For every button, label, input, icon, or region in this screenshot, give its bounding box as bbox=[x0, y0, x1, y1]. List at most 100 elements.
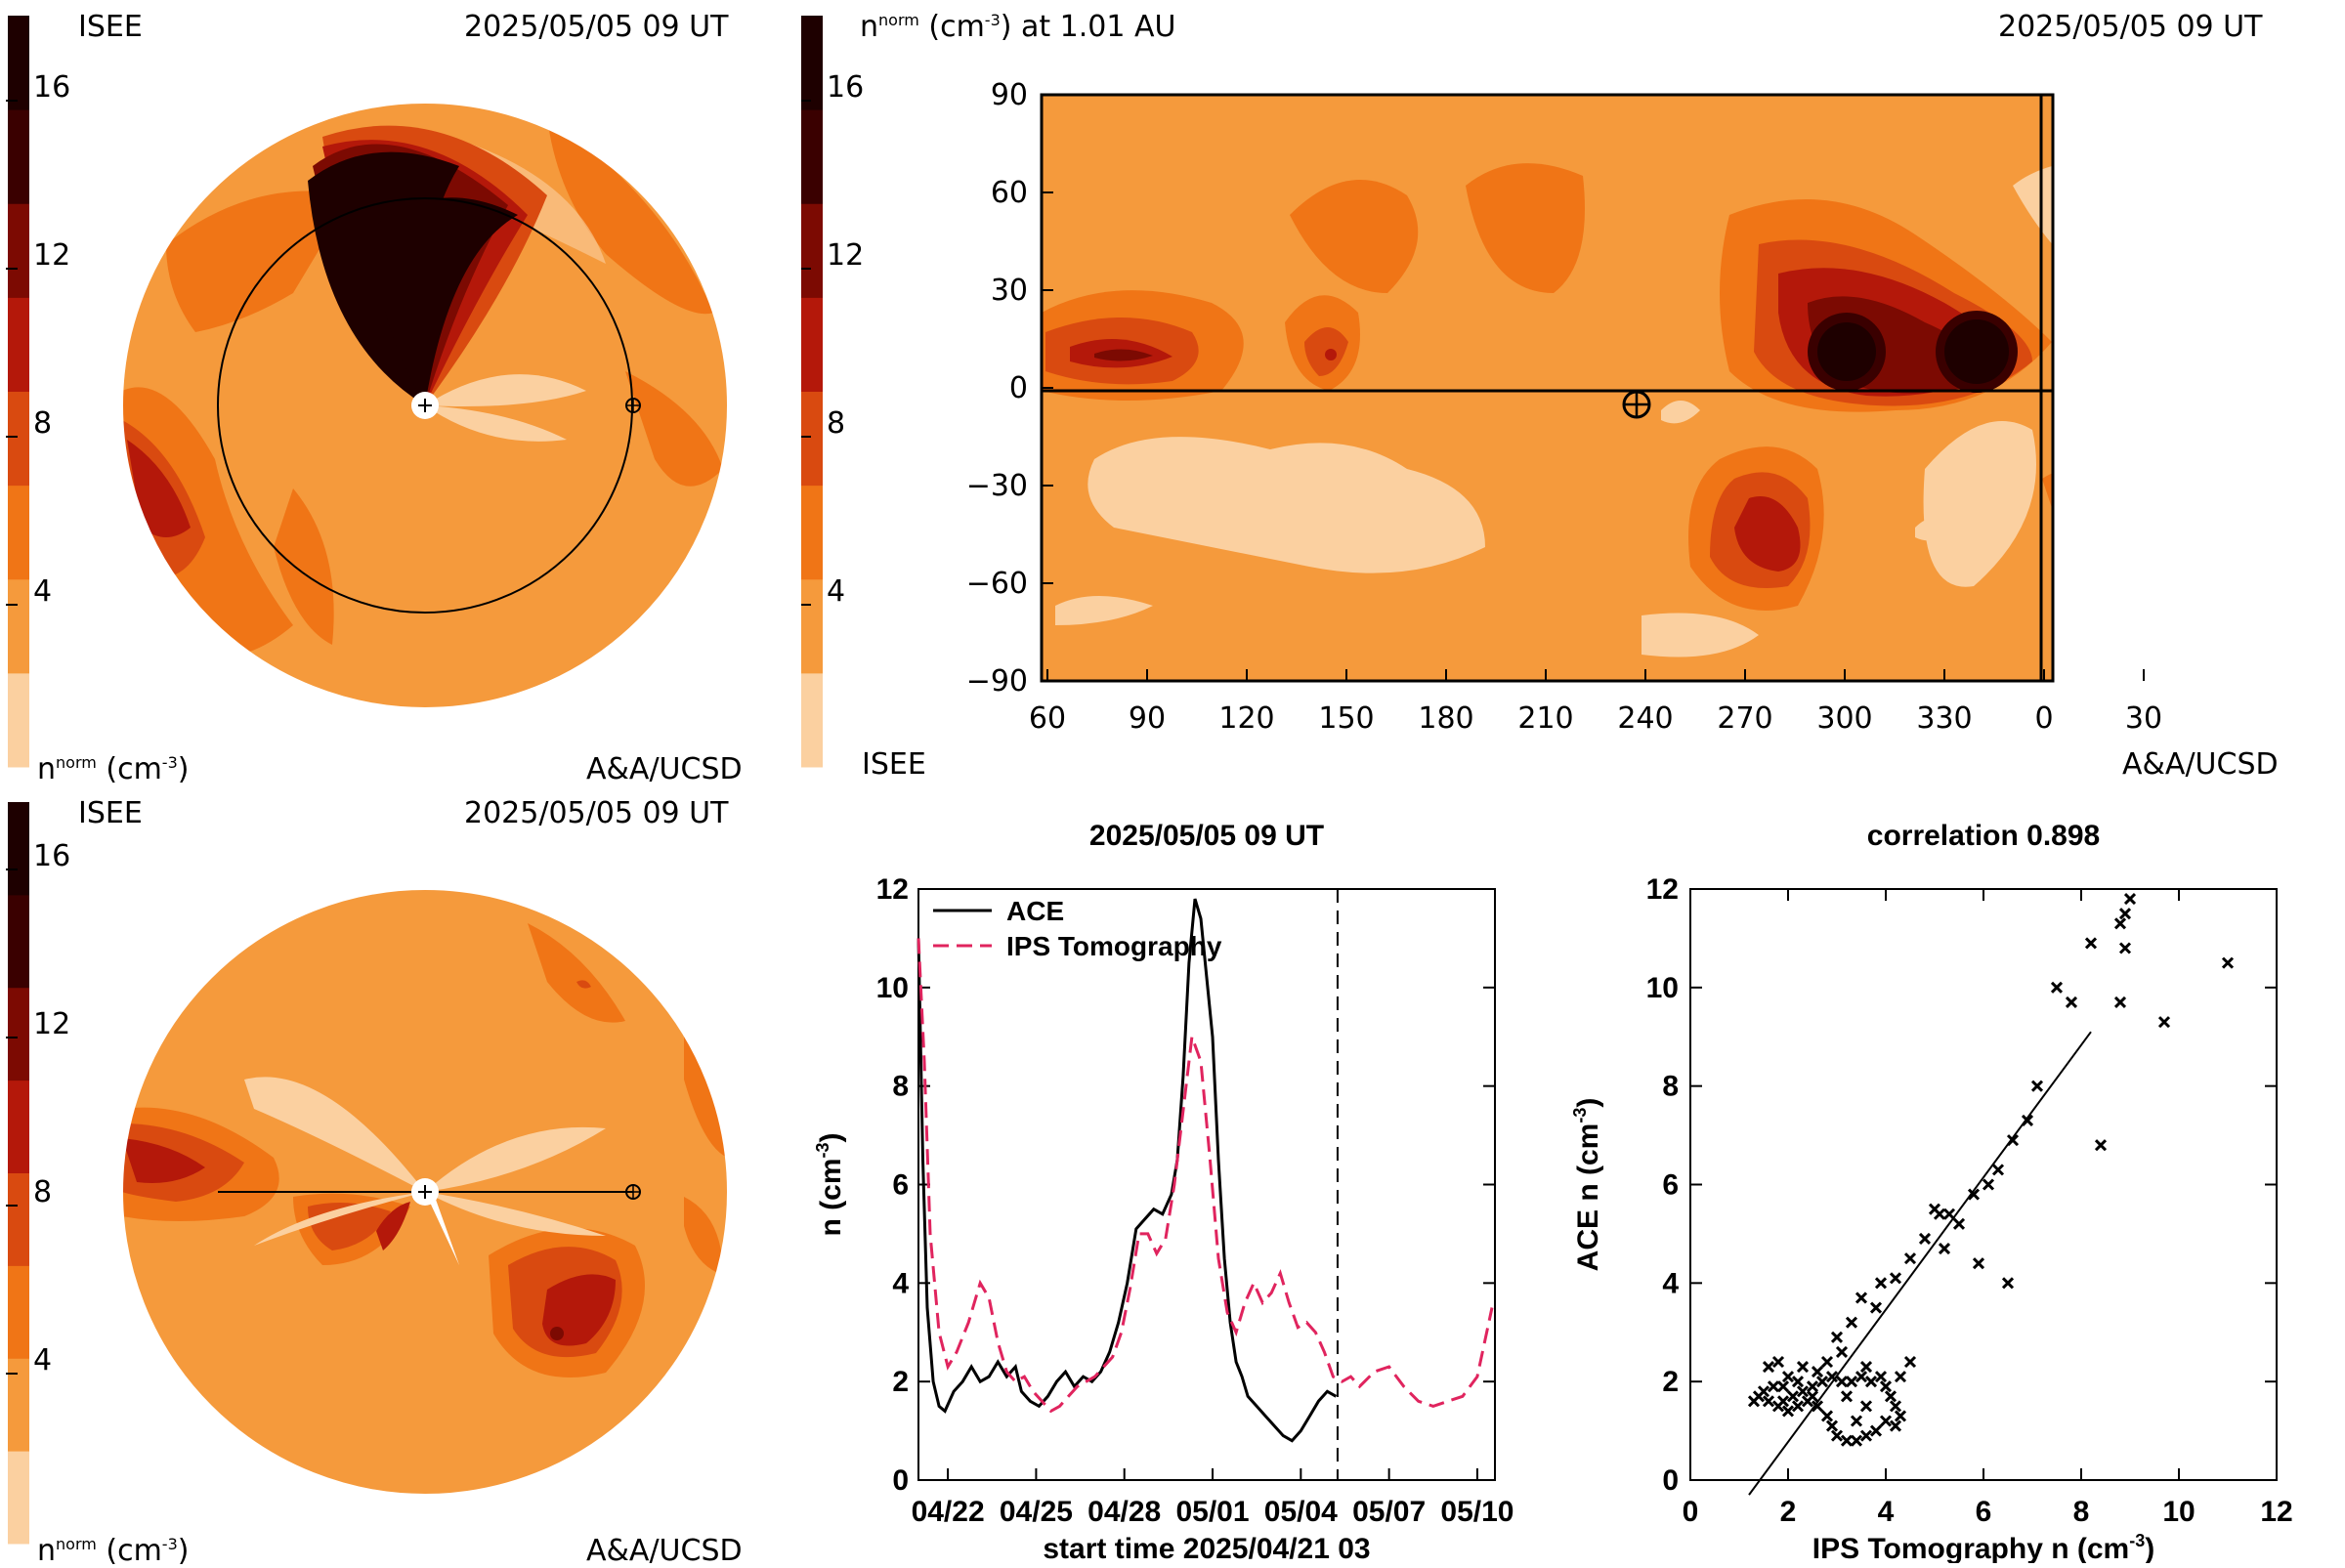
map-y-tick-label: 0 bbox=[1009, 371, 1028, 405]
scatter-x-tick-label: 6 bbox=[1976, 1496, 1992, 1528]
scatter-point bbox=[1825, 1420, 1839, 1432]
scatter-point bbox=[1855, 1292, 1868, 1304]
top-right-panel: 16 12 8 4 bbox=[801, 0, 2345, 801]
colorbar-swatch bbox=[801, 16, 823, 110]
colorbar-tick-label: 16 bbox=[827, 70, 864, 105]
scatter-frame bbox=[1689, 888, 2278, 1481]
scatter-point bbox=[1776, 1380, 1790, 1393]
top-right-colorbar: 16 12 8 4 bbox=[801, 16, 864, 768]
scatter-point bbox=[1942, 1208, 1956, 1220]
timeseries-y-tick-label: 0 bbox=[892, 1464, 909, 1497]
bottom-date-label: 2025/05/05 09 UT bbox=[464, 796, 729, 830]
colorbar-swatch bbox=[8, 485, 29, 580]
colorbar-swatch bbox=[801, 297, 823, 392]
scatter-point bbox=[2113, 996, 2127, 1009]
scatter-point bbox=[2084, 937, 2098, 950]
scatter-point bbox=[1786, 1390, 1800, 1403]
scatter-point bbox=[1796, 1360, 1810, 1374]
scatter-point bbox=[1859, 1360, 1873, 1374]
bottom-left-disk-edge bbox=[121, 888, 729, 1496]
timeseries-x-tick-label: 04/25 bbox=[1000, 1496, 1073, 1528]
scatter-x-tick-label: 10 bbox=[2162, 1496, 2195, 1528]
scatter-point bbox=[2006, 1134, 2020, 1147]
scatter-point bbox=[2118, 908, 2132, 920]
scatter-point bbox=[1938, 1242, 1951, 1255]
scatter-point bbox=[2118, 942, 2132, 954]
scatter-point bbox=[1811, 1366, 1824, 1378]
scatter-point bbox=[1825, 1371, 1839, 1383]
timeseries-y-tick-label: 8 bbox=[892, 1071, 909, 1103]
colorbar-swatch bbox=[8, 578, 29, 674]
colorbar-swatch bbox=[8, 894, 29, 989]
scatter-point bbox=[1845, 1316, 1858, 1329]
scatter-chart: correlation 0.898 0 2 4 6 8 10 12 0 2 4 6 8 10 12 IPS T… bbox=[1570, 820, 2293, 1563]
colorbar-swatch bbox=[8, 987, 29, 1081]
colorbar-swatch bbox=[8, 1358, 29, 1452]
timeseries-y-tick-label: 4 bbox=[892, 1267, 909, 1299]
bottom-units-label: nnorm (cm-3) bbox=[37, 1534, 190, 1568]
colorbar-swatch bbox=[801, 672, 823, 768]
scatter-y-tick-label: 12 bbox=[1646, 873, 1679, 906]
scatter-point bbox=[1859, 1400, 1873, 1413]
scatter-point bbox=[1835, 1376, 1849, 1388]
scatter-y-tick-label: 2 bbox=[1662, 1366, 1679, 1398]
scatter-point bbox=[1967, 1188, 1981, 1201]
colorbar-swatch bbox=[8, 109, 29, 204]
map-y-tick-label: −30 bbox=[966, 469, 1028, 503]
scatter-point bbox=[2001, 1277, 2015, 1290]
scatter-point bbox=[1747, 1395, 1761, 1408]
bottom-left-polar-svg: 16 12 8 4 bbox=[6, 802, 729, 1545]
scatter-point bbox=[1894, 1371, 1907, 1383]
map-x-tick-label: 120 bbox=[1218, 701, 1274, 736]
map-x-tick-label: 210 bbox=[1517, 701, 1573, 736]
ips-series-line bbox=[917, 938, 1494, 1414]
map-x-tick-label: 90 bbox=[1129, 701, 1166, 736]
scatter-point bbox=[1781, 1371, 1795, 1383]
scatter-point bbox=[1982, 1178, 1995, 1191]
scatter-point bbox=[1903, 1252, 1917, 1265]
bottom-left-colorbar: 16 12 8 4 bbox=[6, 802, 70, 1545]
scatter-x-tick-label: 12 bbox=[2260, 1496, 2292, 1528]
map-x-tick-label: 270 bbox=[1717, 701, 1772, 736]
scatter-y-tick-label: 10 bbox=[1646, 972, 1679, 1004]
bottom-sun-plus-icon bbox=[418, 1185, 432, 1199]
map-x-tick-label: 60 bbox=[1029, 701, 1066, 736]
bottom-credit-label: A&A/UCSD bbox=[586, 1534, 743, 1568]
colorbar-tick-label: 8 bbox=[33, 406, 52, 441]
colorbar-swatch bbox=[8, 672, 29, 768]
colorbar-tick-label: 16 bbox=[33, 70, 70, 105]
scatter-point bbox=[1840, 1434, 1854, 1447]
scatter-x-tick-label: 2 bbox=[1780, 1496, 1797, 1528]
colorbar-tick-label: 4 bbox=[33, 574, 52, 609]
timeseries-x-tick-label: 04/22 bbox=[912, 1496, 985, 1528]
scatter-point bbox=[1874, 1371, 1888, 1383]
scatter-point bbox=[1855, 1371, 1868, 1383]
map-isee-label: ISEE bbox=[862, 747, 926, 782]
scatter-y-label: ACE n (cm-3) bbox=[1570, 1098, 1604, 1272]
ace-series-line bbox=[917, 898, 1338, 1443]
scatter-y-tick-label: 8 bbox=[1662, 1071, 1679, 1103]
scatter-y-tick-label: 0 bbox=[1662, 1464, 1679, 1497]
timeseries-x-tick-label: 05/04 bbox=[1264, 1496, 1338, 1528]
scatter-point bbox=[1991, 1164, 2005, 1176]
map-x-tick-label: 240 bbox=[1617, 701, 1673, 736]
top-left-panel: 16 12 8 4 ISEE 2025/05/05 09 U bbox=[0, 0, 801, 801]
scatter-point bbox=[1889, 1272, 1902, 1285]
colorbar-swatch bbox=[801, 109, 823, 204]
scatter-point bbox=[1830, 1429, 1844, 1442]
scatter-point bbox=[1781, 1405, 1795, 1418]
scatter-point bbox=[2094, 1139, 2108, 1152]
scatter-point bbox=[1903, 1355, 1917, 1369]
scatter-point bbox=[1806, 1390, 1819, 1403]
scatter-point bbox=[1840, 1390, 1854, 1403]
scatter-point bbox=[1859, 1429, 1873, 1442]
colorbar-swatch bbox=[8, 16, 29, 110]
colorbar-swatch bbox=[8, 1172, 29, 1266]
colorbar-swatch bbox=[801, 485, 823, 580]
bottom-isee-label: ISEE bbox=[78, 796, 143, 830]
scatter-point bbox=[1884, 1390, 1897, 1403]
scatter-point bbox=[1767, 1380, 1780, 1393]
top-left-colorbar: 16 12 8 4 bbox=[6, 16, 70, 768]
scatter-point bbox=[1830, 1331, 1844, 1343]
timeseries-y-tick-label: 12 bbox=[876, 873, 909, 906]
